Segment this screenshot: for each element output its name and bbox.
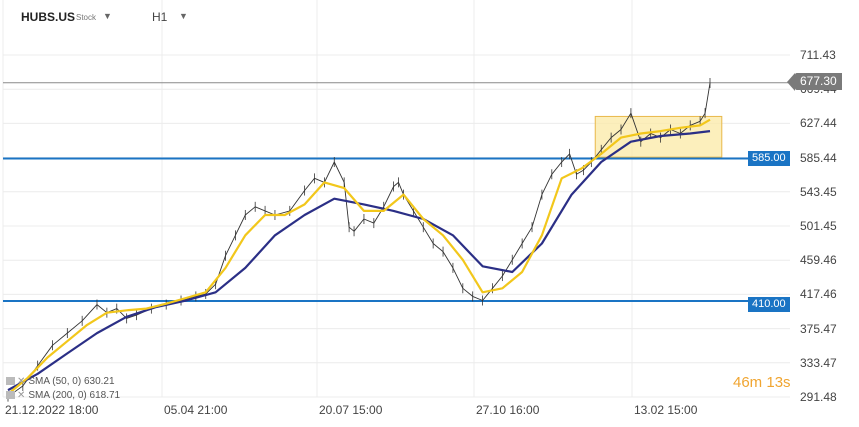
legend-sma-slow-label: SMA (200, 0) 618.71	[28, 390, 121, 401]
current-price-badge: 677.30	[787, 73, 842, 91]
x-tick-label: 21.12.2022 18:00	[5, 403, 99, 417]
y-tick-label: 333.47	[800, 355, 837, 370]
chart-grid	[2, 0, 790, 398]
series-line-sma-fast	[7, 118, 711, 395]
indicator-settings-icon[interactable]	[6, 377, 15, 386]
legend-sma-fast[interactable]: ✕ SMA (50, 0) 630.21	[6, 376, 115, 387]
instrument-type: Stock	[76, 13, 97, 22]
symbol-label[interactable]: HUBS.US	[21, 10, 76, 24]
indicator-settings-icon[interactable]	[6, 391, 15, 400]
level-badge-lower[interactable]: 410.00	[748, 297, 790, 312]
y-tick-label: 417.46	[800, 287, 837, 302]
y-tick-label: 585.44	[800, 150, 837, 165]
series-line-sma-slow	[7, 130, 711, 392]
x-tick-label: 27.10 16:00	[476, 403, 540, 417]
y-tick-label: 459.46	[800, 253, 837, 268]
x-tick-label: 20.07 15:00	[319, 403, 383, 417]
y-tick-label: 711.43	[800, 48, 836, 62]
legend-sma-slow[interactable]: ✕ SMA (200, 0) 618.71	[6, 390, 120, 401]
x-tick-label: 05.04 21:00	[164, 403, 228, 417]
y-tick-label: 627.44	[800, 116, 837, 131]
x-tick-label: 13.02 15:00	[634, 403, 698, 417]
timeframe-label[interactable]: H1	[152, 10, 168, 24]
y-tick-label: 501.45	[800, 219, 837, 233]
close-icon[interactable]: ✕	[17, 376, 26, 387]
symbol-dropdown-icon[interactable]: ▼	[103, 11, 112, 21]
candle-timer: 46m 13s	[733, 374, 791, 391]
y-tick-label: 375.47	[800, 321, 837, 336]
legend-sma-fast-label: SMA (50, 0) 630.21	[28, 376, 115, 387]
y-tick-label: 543.45	[800, 184, 837, 199]
close-icon[interactable]: ✕	[17, 390, 26, 401]
timeframe-dropdown-icon[interactable]: ▼	[179, 11, 188, 21]
level-badge-upper[interactable]: 585.00	[748, 151, 790, 166]
y-tick-label: 291.48	[800, 390, 837, 404]
chart-series	[7, 78, 711, 402]
